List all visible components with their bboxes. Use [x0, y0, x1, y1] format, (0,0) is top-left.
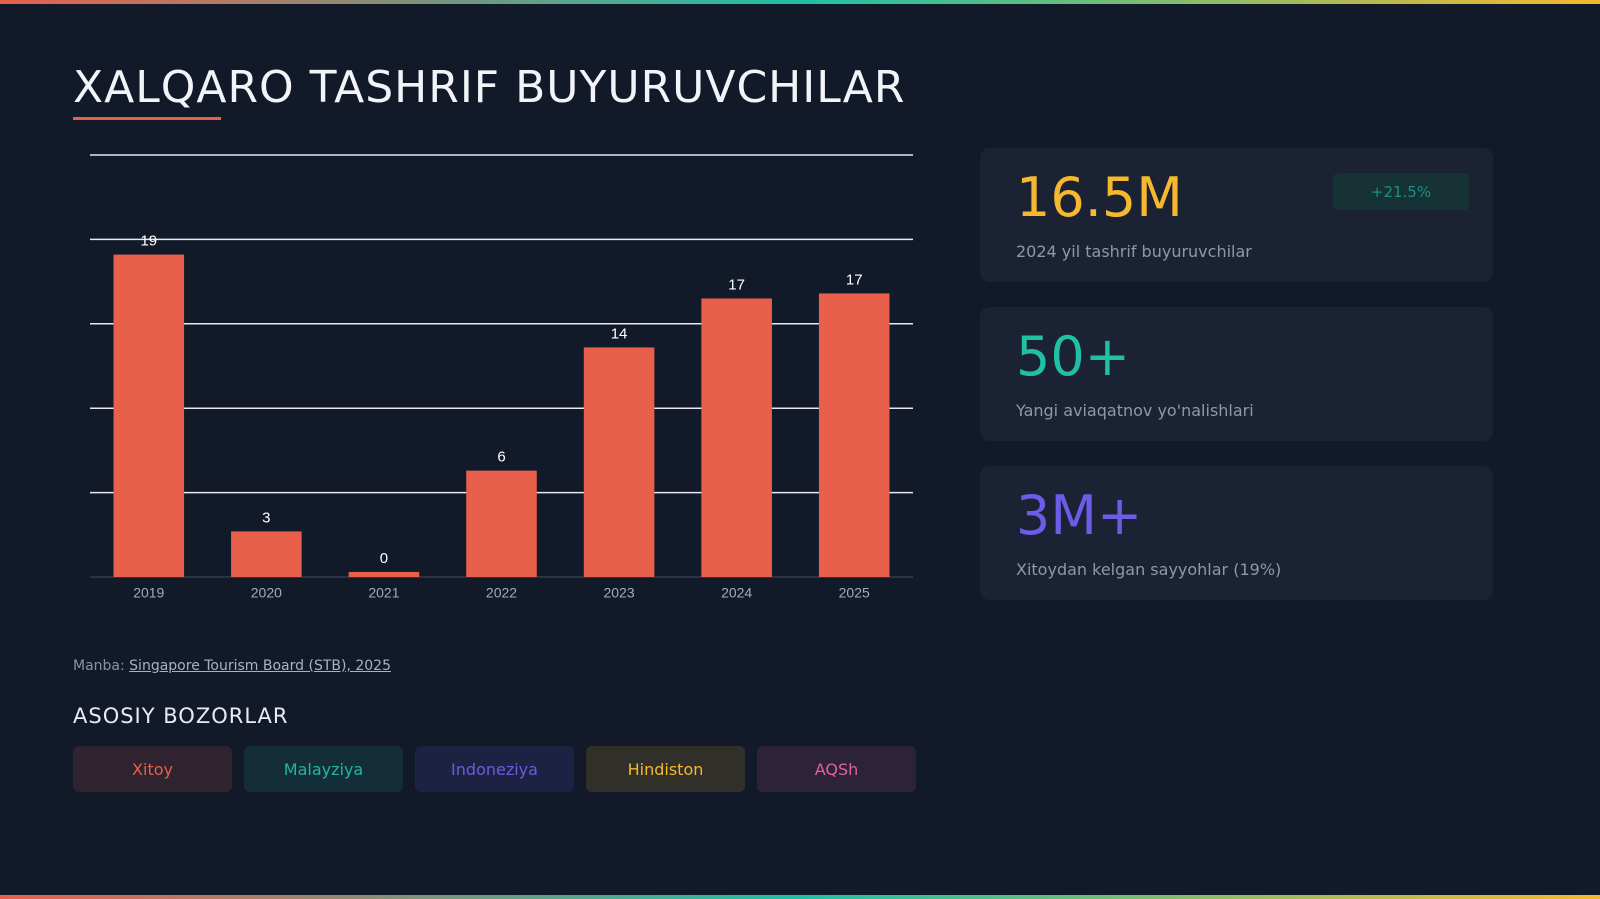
value-label: 6 [497, 449, 505, 466]
value-label: 19 [140, 233, 157, 250]
source: Manba: Singapore Tourism Board (STB), 20… [73, 658, 391, 674]
x-tick-label: 2019 [133, 585, 164, 601]
x-tick-label: 2022 [486, 585, 517, 601]
source-prefix: Manba: [73, 658, 125, 674]
title: XALQARO TASHRIF BUYURUVCHILAR [73, 62, 906, 113]
x-tick-label: 2024 [721, 585, 752, 601]
bar [701, 298, 772, 577]
bar [583, 347, 655, 577]
market-chips: Xitoy Malayziya Indoneziya Hindiston AQSh [73, 746, 916, 792]
markets-title: ASOSIY BOZORLAR [73, 704, 289, 728]
bottom-accent [0, 895, 1600, 899]
stat-value: 16.5M [1016, 166, 1183, 229]
x-tick-label: 2025 [839, 585, 870, 601]
chart: 2019 19 2020 3 2021 0 2022 6 2023 14 2024 17 2025 17 [90, 154, 913, 601]
x-tick-label: 2020 [251, 585, 282, 601]
market-chip: Indoneziya [415, 746, 574, 792]
title-underline [73, 117, 221, 120]
top-accent [0, 0, 1600, 4]
value-label: 17 [728, 276, 745, 293]
value-label: 14 [611, 325, 628, 342]
stat-label: Xitoydan kelgan sayyohlar (19%) [1016, 560, 1282, 579]
bar [231, 531, 302, 577]
source-link[interactable]: Singapore Tourism Board (STB), 2025 [129, 658, 391, 674]
market-chip: Xitoy [73, 746, 232, 792]
stat-value: 50+ [1016, 325, 1130, 388]
stat-label: 2024 yil tashrif buyuruvchilar [1016, 242, 1252, 261]
stat-card: 50+ Yangi aviaqatnov yo'nalishlari [980, 307, 1493, 441]
bar [113, 254, 185, 578]
stat-card: 16.5M +21.5% 2024 yil tashrif buyuruvchila… [980, 148, 1493, 282]
stat-label: Yangi aviaqatnov yo'nalishlari [1016, 401, 1254, 420]
bar [818, 293, 890, 577]
stat-badge: +21.5% [1333, 173, 1469, 210]
value-label: 3 [262, 509, 270, 526]
x-tick-label: 2021 [368, 585, 399, 601]
bar [466, 470, 537, 577]
value-label: 17 [846, 271, 863, 288]
value-label: 0 [380, 550, 388, 567]
market-chip: Hindiston [586, 746, 745, 792]
market-chip: AQSh [757, 746, 916, 792]
stat-value: 3M+ [1016, 484, 1143, 547]
stat-card: 3M+ Xitoydan kelgan sayyohlar (19%) [980, 466, 1493, 600]
market-chip: Malayziya [244, 746, 403, 792]
x-tick-label: 2023 [603, 585, 634, 601]
bar [348, 571, 420, 577]
